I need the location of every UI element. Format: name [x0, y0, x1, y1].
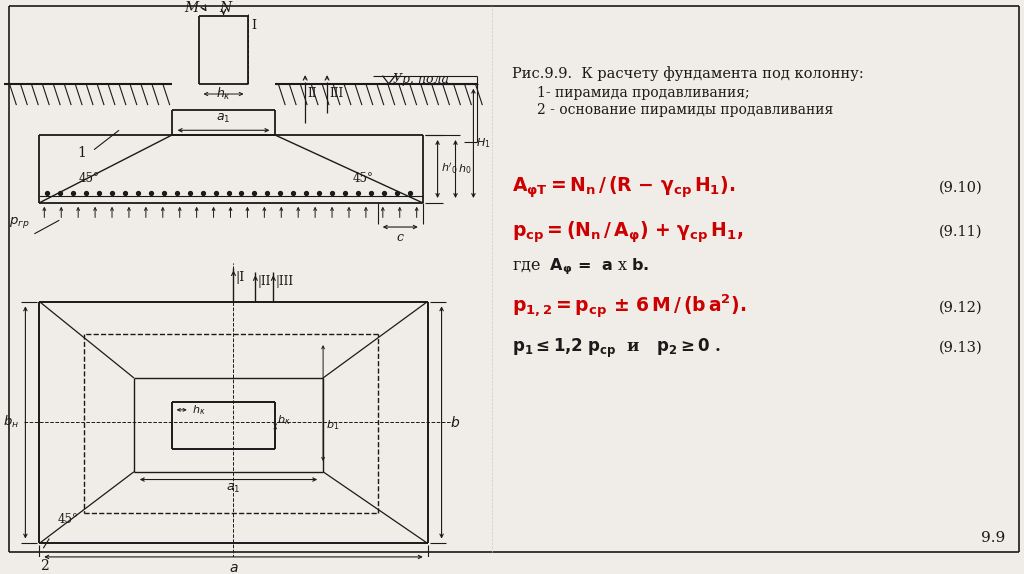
Text: |II: |II [257, 276, 270, 288]
Text: 2 - основание пирамиды продавливания: 2 - основание пирамиды продавливания [538, 103, 834, 117]
Text: (9.10): (9.10) [938, 180, 982, 195]
Text: $b_\kappa$: $b_\kappa$ [278, 414, 291, 428]
Text: Ур. пола: Ур. пола [393, 72, 449, 86]
Text: 45°: 45° [352, 172, 374, 185]
Text: III: III [329, 87, 343, 100]
Text: $\mathbf{A_{\varphi T} = N_n\,/\,(R\,-\,\gamma_{cp}\,H_1).}$: $\mathbf{A_{\varphi T} = N_n\,/\,(R\,-\,… [512, 174, 735, 200]
Text: $h_\kappa$: $h_\kappa$ [216, 86, 231, 102]
Text: $\mathbf{p_{1,2} = p_{cp}\,\pm\,6\,M\,/\,(b\,a^2).}$: $\mathbf{p_{1,2} = p_{cp}\,\pm\,6\,M\,/\… [512, 293, 746, 321]
Text: $b$: $b$ [450, 415, 460, 430]
Text: (9.12): (9.12) [939, 300, 982, 315]
Text: 9.9: 9.9 [981, 532, 1006, 545]
Text: 45°: 45° [79, 172, 99, 185]
Text: c: c [396, 231, 403, 244]
Text: $h_0$: $h_0$ [459, 162, 472, 176]
Text: M: M [184, 1, 199, 15]
Text: $h'_0$: $h'_0$ [440, 161, 458, 176]
Text: $b_1$: $b_1$ [326, 418, 339, 432]
Text: (9.11): (9.11) [939, 225, 982, 239]
Text: I: I [252, 19, 256, 32]
Text: (9.13): (9.13) [938, 341, 982, 355]
Text: 1- пирамида продавливания;: 1- пирамида продавливания; [538, 86, 750, 99]
Text: $\mathbf{p_1 \leq 1{,}2\;p_{cp}}$  и   $\mathbf{p_2 \geq 0}$ .: $\mathbf{p_1 \leq 1{,}2\;p_{cp}}$ и $\ma… [512, 336, 721, 359]
Text: где  $\mathbf{A_{\varphi}\,=\,}$ $\mathbf{a}$ х $\mathbf{b.}$: где $\mathbf{A_{\varphi}\,=\,}$ $\mathbf… [512, 257, 650, 277]
Text: N: N [219, 1, 231, 15]
Text: 45°: 45° [57, 513, 78, 526]
Text: $H_1$: $H_1$ [476, 137, 492, 150]
Text: $\mathbf{p_{cp} = (N_n\,/\,A_{\varphi})\,+\,\gamma_{cp}\,H_1,}$: $\mathbf{p_{cp} = (N_n\,/\,A_{\varphi})\… [512, 219, 743, 245]
Text: |III: |III [275, 276, 294, 288]
Text: $a_1$: $a_1$ [216, 113, 230, 126]
Text: |I: |I [236, 270, 245, 284]
Text: $a$: $a$ [228, 561, 239, 574]
Text: 1: 1 [78, 146, 87, 160]
Text: $p_{гр}$: $p_{гр}$ [8, 215, 30, 230]
Text: $h_\kappa$: $h_\kappa$ [191, 403, 205, 417]
Text: $a_1$: $a_1$ [226, 482, 241, 495]
Text: $b_н$: $b_н$ [3, 414, 19, 430]
Text: 2: 2 [40, 559, 49, 573]
Text: II: II [307, 87, 316, 100]
Text: Рис.9.9.  К расчету фундамента под колонну:: Рис.9.9. К расчету фундамента под колонн… [512, 66, 864, 80]
